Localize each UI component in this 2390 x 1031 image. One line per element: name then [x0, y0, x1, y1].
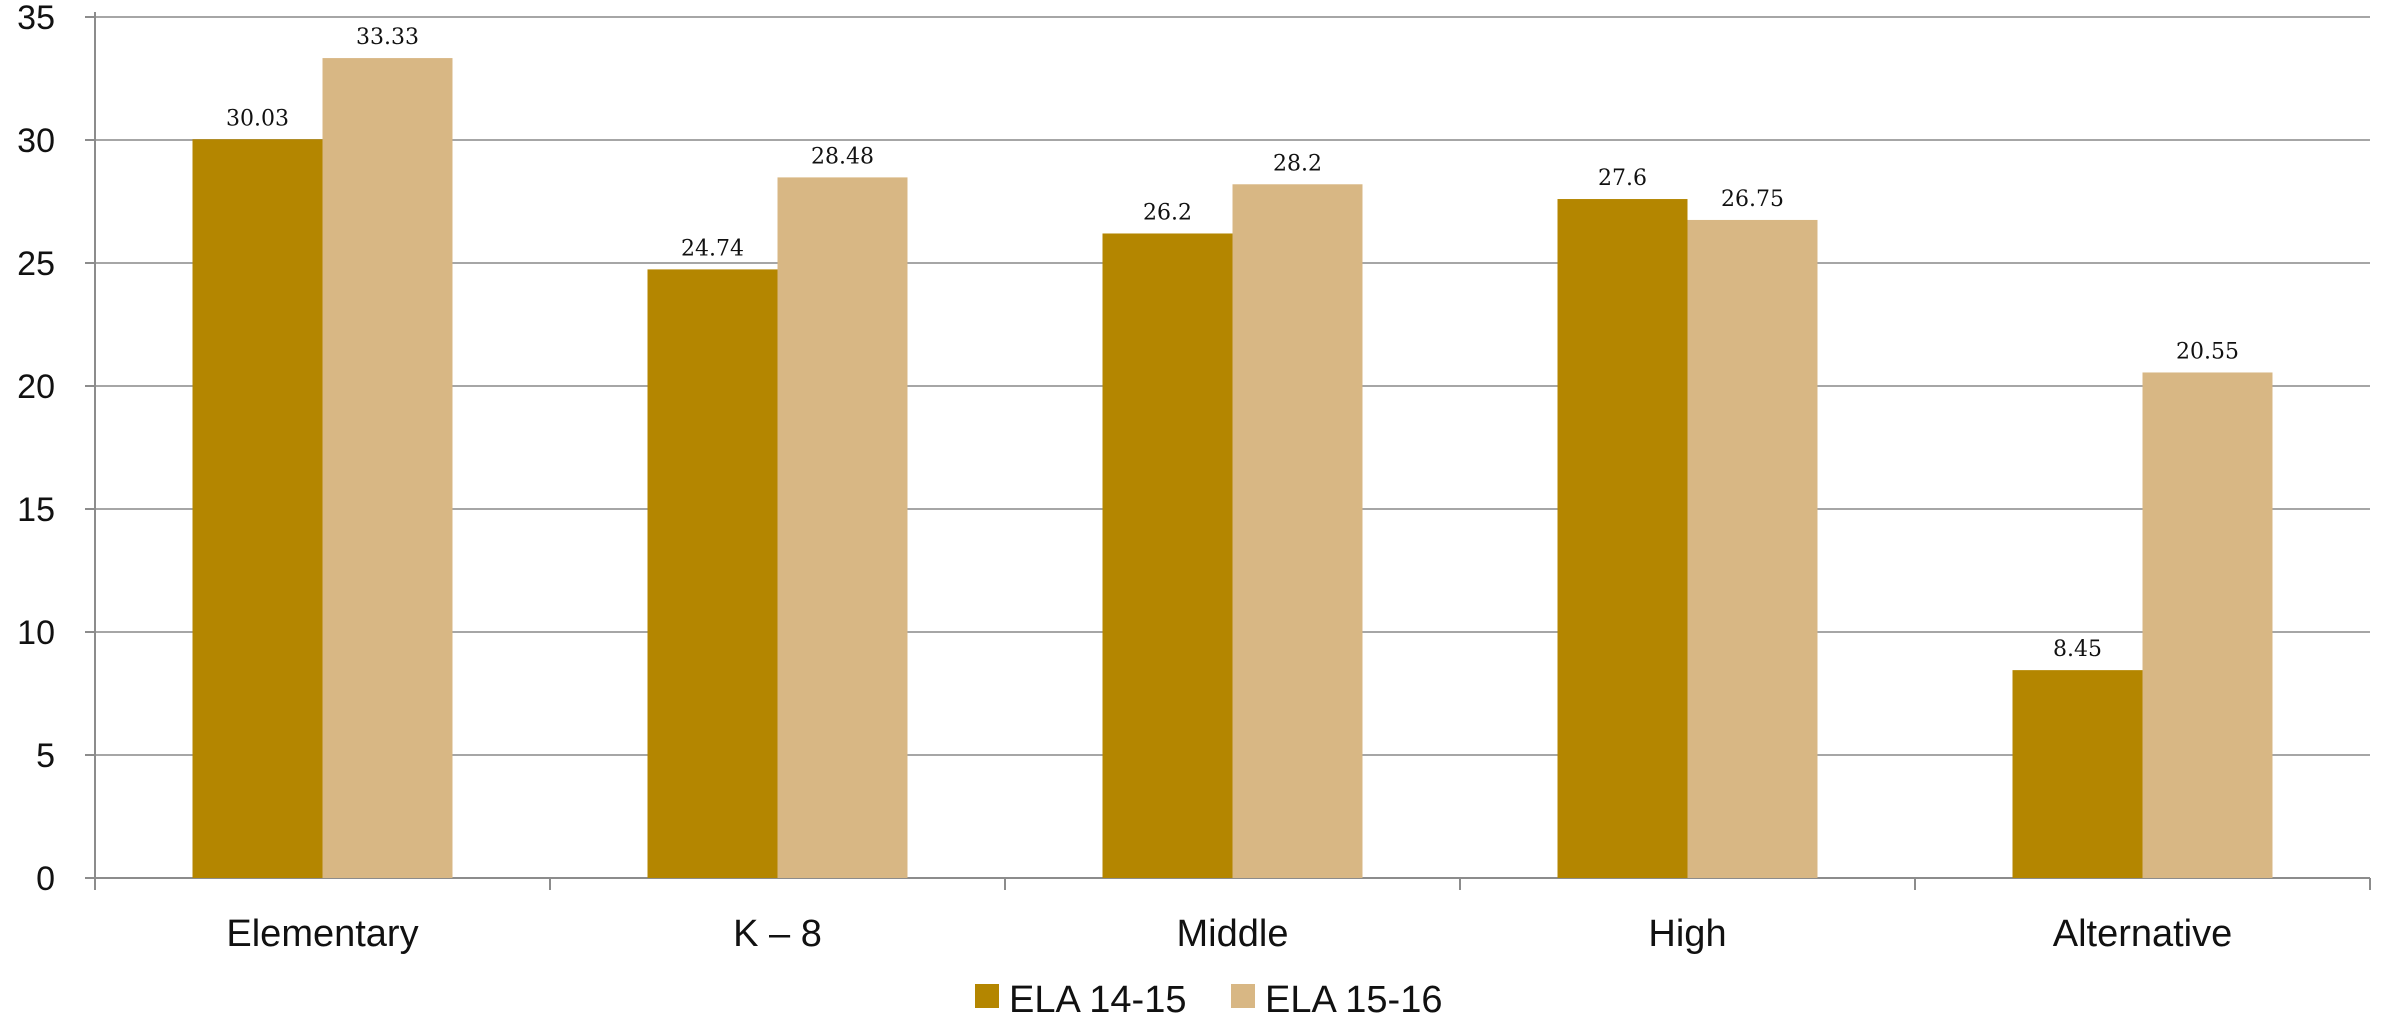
legend-label: ELA 14-15: [1009, 979, 1186, 1021]
x-category-label: High: [1648, 913, 1726, 955]
bar: [1557, 199, 1688, 879]
data-label: 8.45: [2053, 637, 2102, 662]
data-label: 24.74: [681, 236, 744, 261]
bar: [1102, 233, 1233, 879]
bar: [1687, 219, 1818, 878]
y-tick-label: 25: [17, 245, 55, 283]
y-tick-label: 5: [36, 737, 55, 775]
bar: [2142, 372, 2273, 878]
x-category-label: Middle: [1177, 913, 1289, 955]
bar: [777, 177, 908, 879]
data-label: 20.55: [2176, 339, 2239, 364]
y-tick-label: 15: [17, 491, 55, 529]
bar: [322, 58, 453, 878]
y-tick-label: 30: [17, 122, 55, 160]
legend-swatch: [975, 984, 999, 1008]
x-category-label: Alternative: [2053, 913, 2233, 955]
x-category-label: K – 8: [733, 913, 822, 955]
y-tick-label: 20: [17, 368, 55, 406]
y-tick-label: 0: [36, 860, 55, 898]
legend-label: ELA 15-16: [1265, 979, 1442, 1021]
bar: [2012, 670, 2143, 878]
x-category-label: Elementary: [226, 913, 418, 955]
bar: [1232, 184, 1363, 878]
y-tick-label: 35: [17, 0, 55, 37]
data-label: 26.2: [1143, 200, 1192, 225]
legend-swatch: [1231, 984, 1255, 1008]
bar: [192, 139, 323, 879]
data-label: 33.33: [356, 25, 419, 50]
data-label: 26.75: [1721, 187, 1784, 212]
bar: [647, 269, 778, 878]
data-label: 30.03: [226, 106, 289, 131]
data-label: 28.48: [811, 144, 874, 169]
data-label: 28.2: [1273, 151, 1322, 176]
data-label: 27.6: [1598, 166, 1647, 191]
y-tick-label: 10: [17, 614, 55, 652]
